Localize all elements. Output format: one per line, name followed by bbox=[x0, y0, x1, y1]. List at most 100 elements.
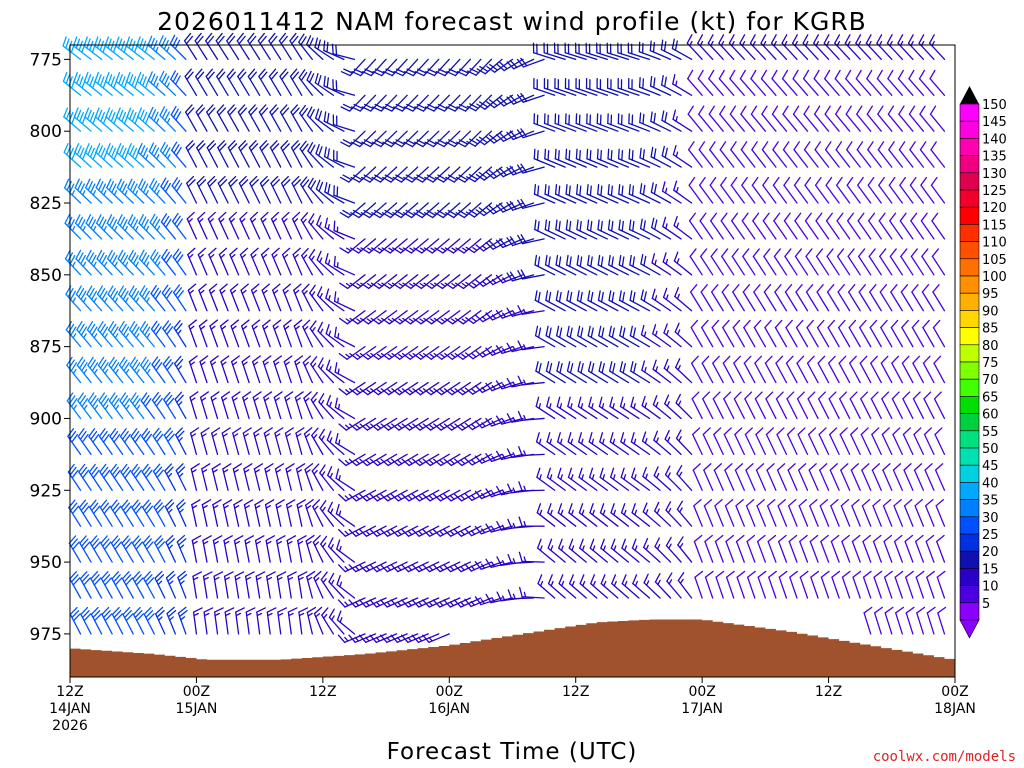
wind-barb bbox=[270, 211, 282, 240]
wind-barb bbox=[712, 355, 724, 384]
wind-barb bbox=[260, 247, 271, 276]
wind-barb bbox=[443, 417, 472, 431]
wind-barb bbox=[154, 570, 166, 599]
wind-barb bbox=[369, 417, 398, 431]
wind-barb bbox=[913, 427, 925, 456]
wind-barb bbox=[805, 248, 819, 276]
wind-barb bbox=[454, 345, 482, 360]
wind-barb bbox=[382, 94, 408, 112]
wind-barb bbox=[443, 453, 472, 467]
wind-barb bbox=[466, 166, 493, 183]
wind-barb bbox=[249, 175, 261, 204]
wind-barb bbox=[607, 113, 630, 132]
wind-barb bbox=[578, 467, 598, 491]
wind-barb bbox=[97, 321, 113, 348]
wind-barb bbox=[516, 57, 545, 68]
wind-barb bbox=[597, 219, 619, 240]
wind-barb bbox=[140, 392, 155, 420]
wind-barb bbox=[84, 142, 103, 168]
wind-barb bbox=[371, 130, 398, 148]
wind-barb bbox=[359, 417, 387, 431]
wind-barb bbox=[700, 284, 714, 312]
wind-barb bbox=[349, 238, 377, 254]
wind-barb bbox=[796, 391, 809, 420]
wind-barb bbox=[142, 535, 155, 563]
wind-barb bbox=[280, 175, 292, 204]
wind-barb bbox=[606, 77, 630, 96]
wind-barb bbox=[423, 238, 450, 254]
wind-barb bbox=[164, 463, 177, 491]
wind-barb bbox=[568, 503, 587, 527]
wind-barb bbox=[579, 574, 598, 599]
colorbar-swatch bbox=[959, 447, 980, 466]
wind-barb bbox=[220, 355, 230, 384]
wind-barb bbox=[672, 109, 693, 132]
wind-barb bbox=[534, 325, 556, 348]
wind-barb bbox=[556, 361, 577, 384]
colorbar-label: 30 bbox=[982, 511, 999, 526]
wind-barb bbox=[474, 489, 503, 500]
wind-barb bbox=[173, 320, 187, 348]
wind-barb bbox=[90, 606, 103, 635]
wind-barb bbox=[279, 68, 292, 96]
wind-barb bbox=[238, 140, 250, 168]
wind-barb bbox=[85, 214, 103, 240]
wind-barb bbox=[456, 58, 482, 77]
wind-barb bbox=[704, 534, 714, 563]
wind-barb bbox=[332, 114, 356, 132]
wind-barb bbox=[721, 248, 735, 276]
wind-barb bbox=[162, 320, 177, 348]
wind-barb bbox=[546, 432, 566, 456]
wind-barb bbox=[745, 498, 756, 527]
wind-barb bbox=[380, 417, 408, 431]
wind-barb bbox=[651, 253, 672, 276]
wind-barb bbox=[543, 77, 566, 96]
wind-barb bbox=[802, 69, 819, 96]
wind-barb bbox=[893, 534, 903, 563]
wind-barb bbox=[597, 184, 619, 204]
wind-barb bbox=[546, 467, 566, 491]
wind-barb bbox=[630, 432, 651, 456]
wind-barb bbox=[585, 77, 608, 96]
wind-barb bbox=[840, 498, 851, 527]
wind-barb bbox=[432, 597, 461, 608]
wind-barb bbox=[401, 417, 429, 431]
wind-barb bbox=[268, 68, 282, 96]
wind-barb bbox=[433, 310, 461, 325]
wind-barb bbox=[533, 184, 556, 204]
wind-barb bbox=[555, 290, 577, 312]
wind-barb bbox=[665, 536, 682, 563]
wind-barb bbox=[203, 607, 214, 635]
wind-barb bbox=[654, 572, 672, 599]
wind-barb bbox=[151, 356, 166, 384]
x-tick-label: 00Z bbox=[436, 684, 463, 700]
wind-barb bbox=[665, 501, 682, 527]
wind-barb bbox=[640, 289, 661, 312]
wind-barb bbox=[302, 319, 313, 348]
wind-barb bbox=[339, 166, 366, 183]
wind-barb bbox=[740, 141, 756, 168]
wind-barb bbox=[222, 499, 233, 527]
wind-barb bbox=[227, 140, 240, 168]
wind-barb bbox=[109, 428, 124, 456]
wind-barb bbox=[455, 166, 482, 183]
wind-barb bbox=[840, 463, 851, 491]
wind-barb bbox=[68, 535, 82, 563]
wind-barb bbox=[109, 463, 124, 491]
wind-barb bbox=[187, 247, 198, 276]
wind-barb bbox=[268, 32, 282, 61]
wind-barb bbox=[783, 176, 798, 204]
wind-barb bbox=[266, 571, 276, 599]
wind-barb bbox=[764, 319, 777, 348]
wind-barb bbox=[202, 571, 213, 599]
wind-barb bbox=[816, 319, 830, 348]
wind-barb bbox=[596, 113, 619, 132]
wind-barb bbox=[162, 356, 177, 384]
wind-barb bbox=[871, 427, 882, 456]
wind-barb bbox=[772, 176, 788, 204]
wind-barb bbox=[660, 74, 682, 96]
wind-barb bbox=[517, 410, 545, 421]
wind-barb bbox=[719, 141, 735, 168]
wind-barb bbox=[391, 345, 419, 360]
wind-barb bbox=[912, 355, 925, 384]
